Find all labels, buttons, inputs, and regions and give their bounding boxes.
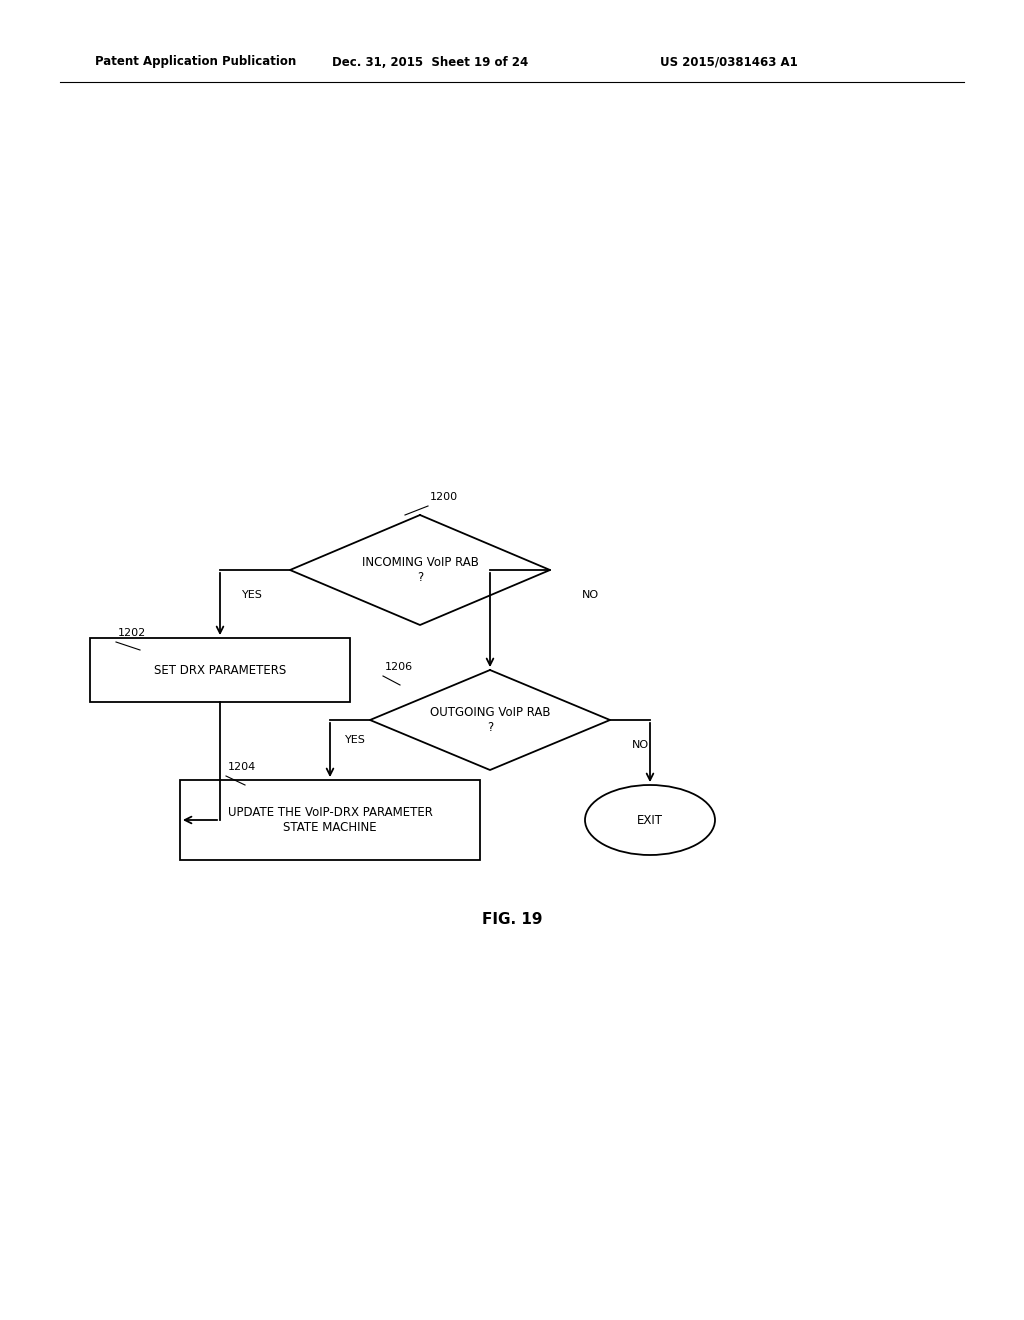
Text: US 2015/0381463 A1: US 2015/0381463 A1 xyxy=(660,55,798,69)
Text: NO: NO xyxy=(632,741,648,750)
Text: 1200: 1200 xyxy=(430,492,458,502)
Text: OUTGOING VoIP RAB
?: OUTGOING VoIP RAB ? xyxy=(430,706,550,734)
Text: INCOMING VoIP RAB
?: INCOMING VoIP RAB ? xyxy=(361,556,478,583)
Text: SET DRX PARAMETERS: SET DRX PARAMETERS xyxy=(154,664,286,676)
Ellipse shape xyxy=(585,785,715,855)
Text: UPDATE THE VoIP-DRX PARAMETER
STATE MACHINE: UPDATE THE VoIP-DRX PARAMETER STATE MACH… xyxy=(227,807,432,834)
Text: YES: YES xyxy=(242,590,262,601)
Text: Patent Application Publication: Patent Application Publication xyxy=(95,55,296,69)
Bar xyxy=(90,638,350,702)
Text: 1206: 1206 xyxy=(385,663,413,672)
Text: EXIT: EXIT xyxy=(637,813,663,826)
Bar xyxy=(180,780,480,861)
Text: 1202: 1202 xyxy=(118,628,146,638)
Text: Dec. 31, 2015  Sheet 19 of 24: Dec. 31, 2015 Sheet 19 of 24 xyxy=(332,55,528,69)
Text: 1204: 1204 xyxy=(228,762,256,772)
Text: FIG. 19: FIG. 19 xyxy=(481,912,543,928)
Text: NO: NO xyxy=(582,590,599,601)
Text: YES: YES xyxy=(344,735,366,744)
